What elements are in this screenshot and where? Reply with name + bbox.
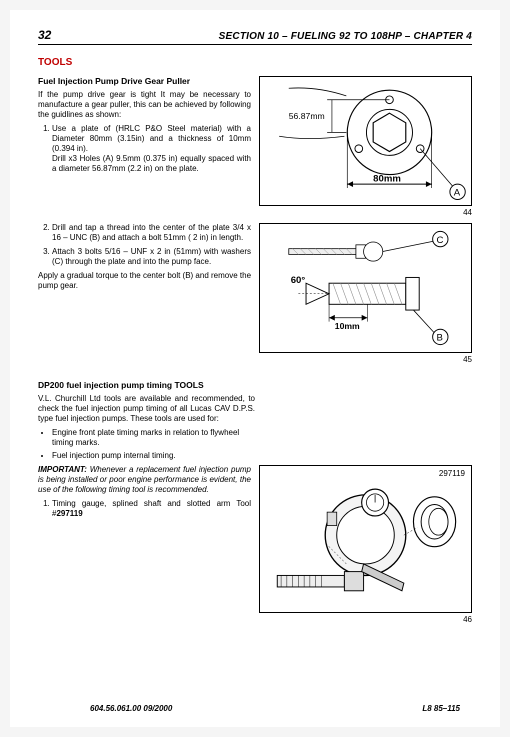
figure-45: C 60° — [259, 223, 472, 353]
text-col-3b: IMPORTANT: Whenever a replacement fuel i… — [38, 465, 251, 624]
block2-closing: Apply a gradual torque to the center bol… — [38, 271, 251, 291]
figure-45-number: 45 — [259, 355, 472, 364]
block2-steps: Drill and tap a thread into the center o… — [38, 223, 251, 267]
fig45-label-c: C — [436, 235, 443, 246]
block3-steps: Timing gauge, splined shaft and slotted … — [38, 499, 251, 519]
block3-bullets: Engine front plate timing marks in relat… — [38, 428, 255, 461]
block3-intro: V.L. Churchill Ltd tools are available a… — [38, 394, 255, 424]
important-label: IMPORTANT: — [38, 465, 87, 474]
block1-step1a: Use a plate of (HRLC P&O Steel material)… — [52, 124, 251, 153]
figure-46: 297119 — [259, 465, 472, 613]
figure-44: 56.87mm 80mm A — [259, 76, 472, 206]
text-col-1: Fuel Injection Pump Drive Gear Puller If… — [38, 76, 251, 217]
text-col-2: Drill and tap a thread into the center o… — [38, 223, 251, 364]
tools-heading: TOOLS — [38, 57, 472, 68]
figure-col-2: C 60° — [259, 223, 472, 364]
block3-bullet2: Fuel injection pump internal timing. — [52, 451, 255, 461]
block1-step1b: Drill x3 Holes (A) 9.5mm (0.375 in) equa… — [52, 154, 251, 173]
figure-col-1: 56.87mm 80mm A 44 — [259, 76, 472, 217]
figure-45-svg: C 60° — [260, 224, 471, 352]
page-header: 32 SECTION 10 – FUELING 92 TO 108HP – CH… — [38, 28, 472, 45]
block1-intro: If the pump drive gear is tight It may b… — [38, 90, 251, 120]
block1-steps: Use a plate of (HRLC P&O Steel material)… — [38, 124, 251, 174]
row-2: Drill and tap a thread into the center o… — [38, 223, 472, 364]
row-3: IMPORTANT: Whenever a replacement fuel i… — [38, 465, 472, 624]
footer-left: 604.56.061.00 09/2000 — [90, 704, 172, 713]
block1-subtitle: Fuel Injection Pump Drive Gear Puller — [38, 76, 251, 87]
text-col-3: DP200 fuel injection pump timing TOOLS V… — [38, 380, 255, 461]
figure-46-inset-label: 297119 — [439, 469, 465, 478]
page: 32 SECTION 10 – FUELING 92 TO 108HP – CH… — [10, 10, 500, 727]
fig45-label-b: B — [436, 333, 442, 344]
figure-46-svg — [260, 466, 471, 612]
block3-subtitle: DP200 fuel injection pump timing TOOLS — [38, 380, 255, 391]
block2-step2: Drill and tap a thread into the center o… — [52, 223, 251, 243]
fig44-dim-bottom: 80mm — [373, 173, 401, 184]
figure-44-number: 44 — [259, 208, 472, 217]
figure-44-svg: 56.87mm 80mm A — [260, 77, 471, 205]
row-1: Fuel Injection Pump Drive Gear Puller If… — [38, 76, 472, 217]
block3-step1b: 297119 — [56, 509, 82, 518]
figure-46-number: 46 — [259, 615, 472, 624]
figure-col-3: 297119 — [259, 465, 472, 624]
page-footer: 604.56.061.00 09/2000 L8 85–115 — [90, 704, 460, 713]
page-number: 32 — [38, 28, 51, 42]
fig44-dim-top: 56.87mm — [289, 111, 325, 121]
fig45-dim: 10mm — [335, 321, 360, 331]
section-title: SECTION 10 – FUELING 92 TO 108HP – CHAPT… — [219, 31, 472, 42]
block3-important: IMPORTANT: Whenever a replacement fuel i… — [38, 465, 251, 495]
fig44-label-a: A — [454, 188, 461, 199]
footer-right: L8 85–115 — [422, 704, 460, 713]
block1-step1: Use a plate of (HRLC P&O Steel material)… — [52, 124, 251, 174]
block2-step3: Attach 3 bolts 5/16 – UNF x 2 in (51mm) … — [52, 247, 251, 267]
block3-step1: Timing gauge, splined shaft and slotted … — [52, 499, 251, 519]
fig45-angle: 60° — [291, 275, 306, 286]
block3-bullet1: Engine front plate timing marks in relat… — [52, 428, 255, 448]
